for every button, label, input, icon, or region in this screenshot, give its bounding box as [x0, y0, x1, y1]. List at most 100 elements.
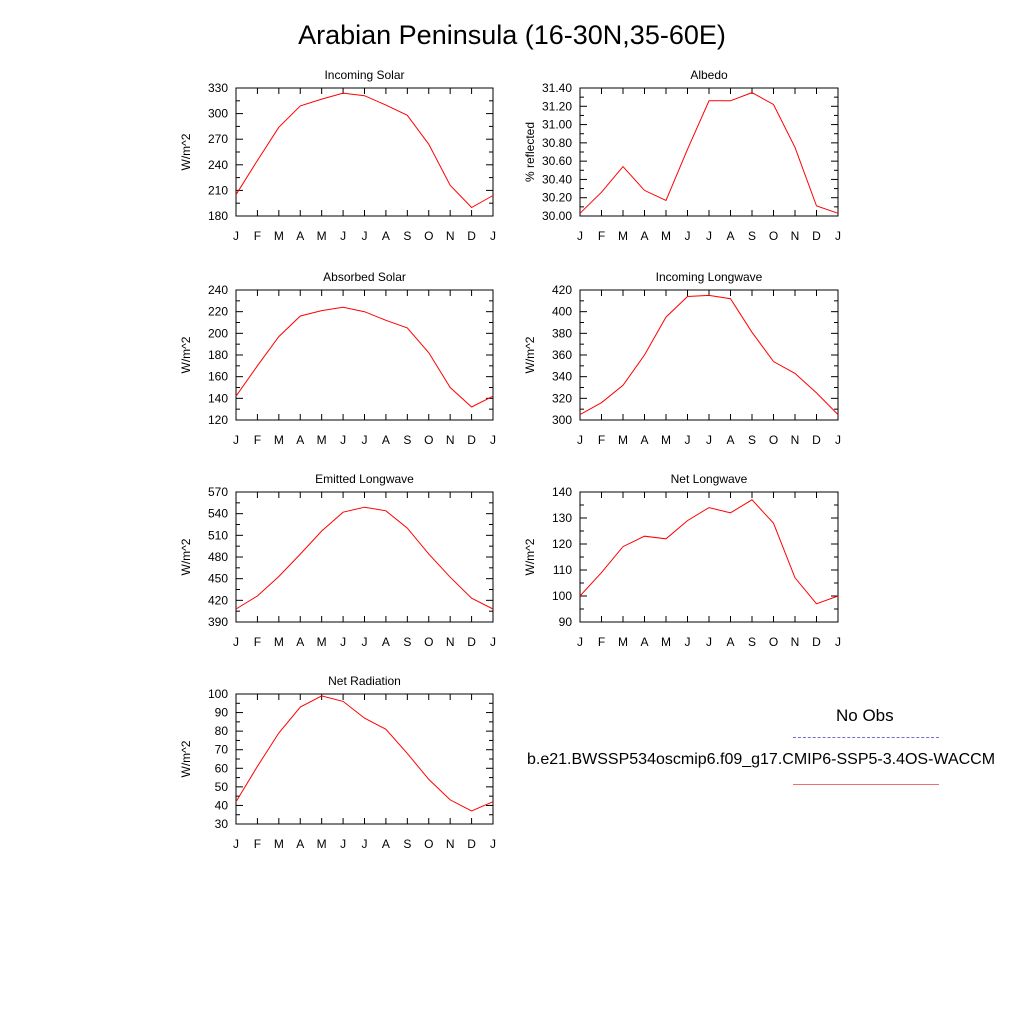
x-tick-label-net-longwave: D: [812, 635, 821, 649]
x-tick-label-net-radiation: D: [467, 837, 476, 851]
x-tick-label-albedo: J: [577, 229, 583, 243]
x-tick-label-net-radiation: J: [233, 837, 239, 851]
x-tick-label-incoming-solar: A: [382, 229, 390, 243]
x-tick-label-net-radiation: M: [317, 837, 327, 851]
x-tick-label-albedo: J: [685, 229, 691, 243]
x-tick-label-emitted-longwave: F: [254, 635, 261, 649]
x-tick-label-absorbed-solar: M: [317, 433, 327, 447]
x-tick-label-emitted-longwave: M: [317, 635, 327, 649]
y-tick-label-net-radiation: 90: [215, 706, 229, 720]
y-tick-label-incoming-longwave: 340: [552, 370, 572, 384]
y-tick-label-incoming-longwave: 420: [552, 283, 572, 297]
x-tick-label-emitted-longwave: M: [274, 635, 284, 649]
x-tick-label-net-radiation: N: [446, 837, 455, 851]
y-tick-label-albedo: 30.80: [542, 136, 572, 150]
panel-title-albedo: Albedo: [690, 68, 728, 82]
plot-frame-absorbed-solar: [235, 289, 494, 421]
panel-title-net-radiation: Net Radiation: [328, 674, 401, 688]
x-tick-label-albedo: M: [618, 229, 628, 243]
y-tick-label-net-radiation: 100: [208, 687, 228, 701]
x-tick-label-absorbed-solar: J: [340, 433, 346, 447]
x-tick-label-albedo: D: [812, 229, 821, 243]
y-axis-label-albedo: % reflected: [523, 122, 537, 182]
x-tick-label-emitted-longwave: J: [490, 635, 496, 649]
x-tick-label-absorbed-solar: O: [424, 433, 433, 447]
panel-title-net-longwave: Net Longwave: [671, 472, 748, 486]
series-line-albedo: [579, 92, 839, 214]
series-line-absorbed-solar: [235, 306, 494, 408]
y-tick-label-net-radiation: 50: [215, 780, 229, 794]
x-tick-label-net-radiation: A: [296, 837, 304, 851]
y-tick-label-absorbed-solar: 160: [208, 370, 228, 384]
y-axis-label-net-longwave: W/m^2: [523, 538, 537, 575]
x-tick-label-incoming-longwave: F: [598, 433, 605, 447]
panel-title-incoming-longwave: Incoming Longwave: [656, 270, 763, 284]
x-tick-label-emitted-longwave: A: [382, 635, 390, 649]
x-tick-label-emitted-longwave: D: [467, 635, 476, 649]
x-tick-label-emitted-longwave: J: [362, 635, 368, 649]
y-tick-label-emitted-longwave: 480: [208, 550, 228, 564]
y-tick-label-incoming-solar: 330: [208, 81, 228, 95]
x-tick-label-incoming-solar: M: [317, 229, 327, 243]
x-tick-label-incoming-solar: O: [424, 229, 433, 243]
x-tick-label-net-longwave: M: [618, 635, 628, 649]
y-tick-label-emitted-longwave: 570: [208, 485, 228, 499]
x-tick-label-incoming-solar: S: [403, 229, 411, 243]
x-tick-label-absorbed-solar: F: [254, 433, 261, 447]
series-line-incoming-solar: [235, 92, 494, 209]
y-tick-label-albedo: 31.40: [542, 81, 572, 95]
y-tick-label-absorbed-solar: 180: [208, 348, 228, 362]
x-tick-label-net-radiation: F: [254, 837, 261, 851]
x-tick-label-net-radiation: S: [403, 837, 411, 851]
y-tick-label-incoming-longwave: 380: [552, 326, 572, 340]
y-tick-label-emitted-longwave: 540: [208, 507, 228, 521]
y-tick-label-incoming-longwave: 320: [552, 391, 572, 405]
y-tick-label-net-longwave: 140: [552, 485, 572, 499]
x-tick-label-absorbed-solar: J: [233, 433, 239, 447]
y-tick-label-emitted-longwave: 420: [208, 593, 228, 607]
x-tick-label-emitted-longwave: J: [340, 635, 346, 649]
x-tick-label-net-longwave: J: [835, 635, 841, 649]
x-tick-label-incoming-solar: D: [467, 229, 476, 243]
x-tick-label-emitted-longwave: S: [403, 635, 411, 649]
x-tick-label-incoming-longwave: J: [835, 433, 841, 447]
x-tick-label-absorbed-solar: A: [296, 433, 304, 447]
plot-frame-incoming-solar: [235, 87, 494, 217]
x-tick-label-emitted-longwave: N: [446, 635, 455, 649]
x-tick-label-net-radiation: O: [424, 837, 433, 851]
x-tick-label-net-longwave: A: [640, 635, 648, 649]
x-tick-label-incoming-solar: J: [490, 229, 496, 243]
y-tick-label-net-longwave: 120: [552, 537, 572, 551]
y-tick-label-albedo: 30.60: [542, 154, 572, 168]
y-tick-label-incoming-longwave: 400: [552, 305, 572, 319]
x-tick-label-incoming-longwave: J: [577, 433, 583, 447]
page-title: Arabian Peninsula (16-30N,35-60E): [298, 20, 726, 50]
x-tick-label-albedo: N: [791, 229, 800, 243]
x-tick-label-incoming-solar: N: [446, 229, 455, 243]
plot-frame-emitted-longwave: [235, 491, 494, 623]
y-tick-label-albedo: 30.20: [542, 191, 572, 205]
x-tick-label-absorbed-solar: J: [362, 433, 368, 447]
x-tick-label-net-radiation: A: [382, 837, 390, 851]
x-tick-label-net-radiation: M: [274, 837, 284, 851]
x-tick-label-net-longwave: N: [791, 635, 800, 649]
y-tick-label-emitted-longwave: 450: [208, 572, 228, 586]
series-line-incoming-longwave: [579, 294, 839, 416]
y-tick-label-albedo: 30.00: [542, 209, 572, 223]
y-axis-label-absorbed-solar: W/m^2: [179, 336, 193, 373]
y-tick-label-net-longwave: 130: [552, 511, 572, 525]
x-tick-label-absorbed-solar: N: [446, 433, 455, 447]
x-tick-label-net-radiation: J: [340, 837, 346, 851]
x-tick-label-incoming-solar: J: [233, 229, 239, 243]
y-tick-label-absorbed-solar: 140: [208, 391, 228, 405]
x-tick-label-emitted-longwave: O: [424, 635, 433, 649]
x-tick-label-absorbed-solar: D: [467, 433, 476, 447]
x-tick-label-incoming-longwave: J: [706, 433, 712, 447]
x-tick-label-net-longwave: S: [748, 635, 756, 649]
y-tick-label-absorbed-solar: 240: [208, 283, 228, 297]
x-tick-label-net-radiation: J: [490, 837, 496, 851]
y-tick-label-incoming-solar: 210: [208, 183, 228, 197]
x-tick-label-absorbed-solar: S: [403, 433, 411, 447]
plot-frame-net-radiation: [235, 693, 494, 825]
